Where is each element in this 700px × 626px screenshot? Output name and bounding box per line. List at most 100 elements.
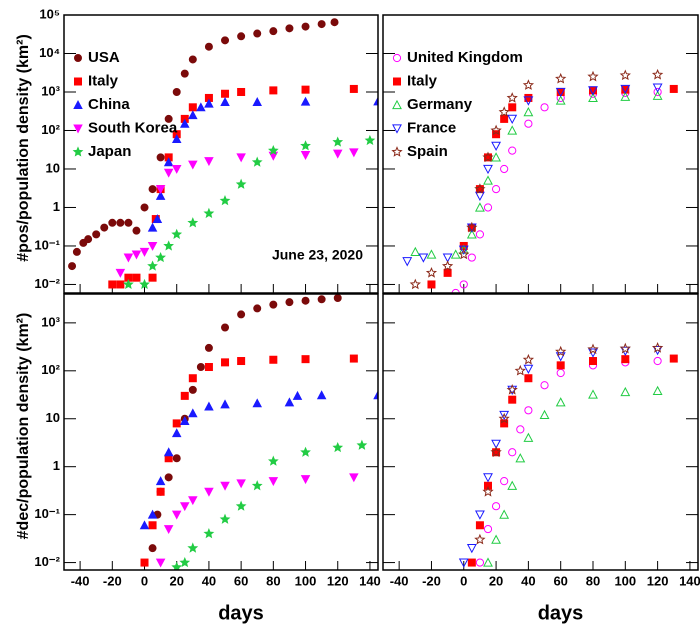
marker (555, 345, 567, 357)
marker (316, 390, 327, 400)
plot-area (68, 18, 378, 290)
y-tick-label: 10 (46, 160, 60, 175)
y-tick-label: 10 (46, 410, 60, 425)
marker (458, 558, 469, 568)
marker (253, 304, 262, 313)
x-tick-label: 0 (141, 573, 148, 588)
marker (180, 502, 190, 512)
marker (507, 114, 518, 125)
marker (332, 136, 344, 147)
marker (221, 358, 230, 367)
marker (220, 481, 230, 491)
legend-label: Germany (407, 96, 473, 113)
marker (300, 96, 311, 106)
marker (588, 92, 598, 103)
y-tick-label: 10⁴ (39, 45, 60, 60)
marker (179, 556, 191, 568)
x-tick-label: 100 (614, 573, 636, 588)
legend-marker (73, 100, 83, 109)
marker (155, 185, 166, 195)
marker (556, 361, 565, 370)
legend-marker (391, 146, 403, 157)
marker (220, 399, 230, 409)
marker (349, 473, 359, 483)
marker (188, 374, 197, 383)
marker (555, 72, 567, 84)
marker (620, 386, 631, 397)
x-tick-label: 140 (359, 573, 381, 588)
marker (188, 408, 198, 418)
marker (373, 96, 378, 106)
marker (221, 36, 230, 45)
marker (269, 27, 278, 36)
marker (555, 397, 566, 407)
marker (204, 98, 214, 108)
marker (285, 298, 294, 307)
legend-label: USA (88, 49, 120, 66)
marker (474, 510, 485, 520)
marker (203, 528, 215, 539)
marker (506, 383, 518, 395)
plot-area (139, 294, 378, 570)
marker (450, 249, 461, 259)
x-tick-label: 120 (327, 573, 349, 588)
marker (475, 521, 484, 530)
marker (156, 487, 165, 496)
marker (458, 245, 469, 255)
marker (474, 202, 485, 212)
marker (172, 419, 181, 428)
marker (251, 156, 263, 167)
x-axis-label: days (538, 602, 584, 624)
marker (410, 246, 421, 257)
marker (171, 428, 182, 438)
y-tick-label: 10⁻² (34, 554, 60, 569)
marker (516, 425, 525, 434)
marker (467, 253, 476, 262)
marker (235, 500, 247, 511)
marker (619, 342, 631, 354)
marker (155, 190, 166, 200)
marker (72, 247, 81, 256)
x-tick-label: 80 (586, 573, 600, 588)
legend-marker (74, 54, 83, 63)
marker (148, 544, 157, 553)
marker (466, 544, 477, 554)
marker (619, 69, 631, 81)
marker (491, 439, 502, 449)
marker (556, 368, 565, 378)
y-tick-label: 10² (41, 122, 60, 137)
frame (382, 14, 699, 294)
marker (418, 253, 429, 263)
marker (204, 401, 214, 411)
marker (483, 524, 493, 534)
marker (108, 218, 117, 227)
legend-label: France (407, 119, 456, 136)
marker (147, 509, 158, 519)
legend-label: Japan (88, 143, 131, 160)
x-tick-label: 0 (460, 573, 467, 588)
marker (268, 144, 279, 156)
marker (180, 118, 190, 128)
legend-marker (74, 77, 83, 86)
marker (253, 29, 262, 38)
marker (171, 164, 182, 174)
marker (171, 228, 183, 239)
marker (425, 267, 438, 278)
marker (100, 223, 109, 232)
marker (148, 273, 157, 282)
x-tick-label: 60 (234, 573, 248, 588)
legend-label: Spain (407, 143, 448, 160)
x-axis-label: days (218, 602, 264, 624)
marker (164, 114, 173, 123)
marker (220, 97, 230, 106)
marker (155, 558, 166, 568)
frame (382, 293, 699, 571)
marker (492, 130, 501, 139)
plot-area (402, 68, 678, 293)
marker (172, 87, 181, 96)
y-tick-label: 10³ (41, 314, 60, 329)
marker (587, 70, 599, 82)
marker (491, 185, 501, 194)
legend-marker (73, 124, 83, 134)
marker (187, 542, 199, 553)
